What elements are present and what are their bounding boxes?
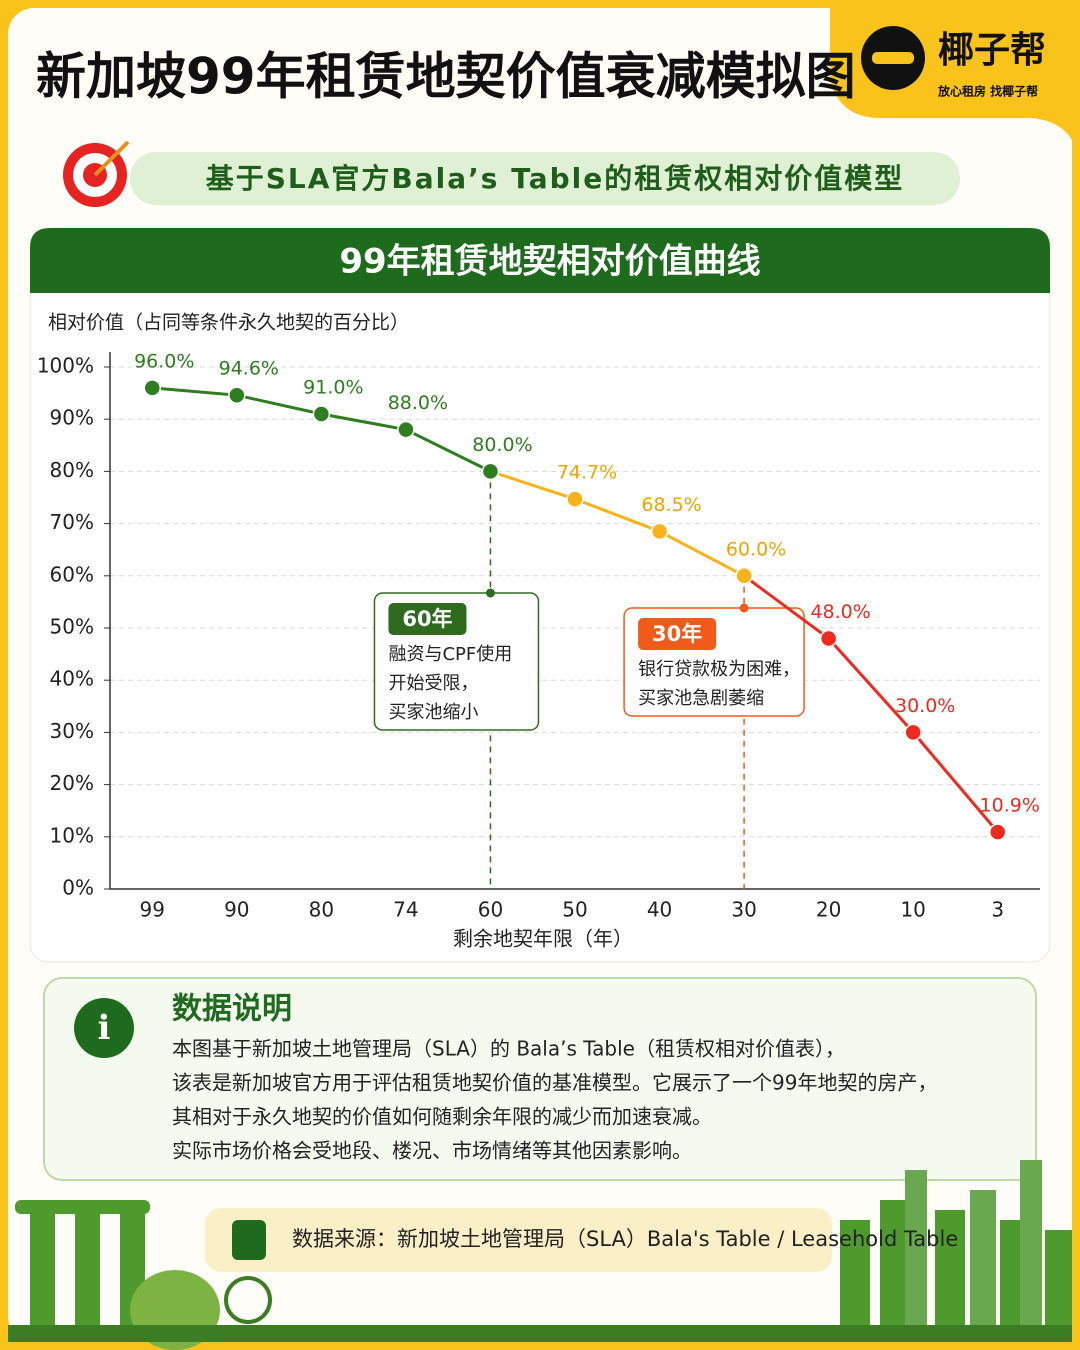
source-pill <box>205 1208 832 1272</box>
y-axis-label: 相对价值（占同等条件永久地契的百分比） <box>48 312 409 334</box>
source-icon <box>232 1220 266 1260</box>
point <box>566 490 584 508</box>
skyline-deco <box>880 1200 905 1342</box>
skyline-deco <box>935 1210 965 1342</box>
y-tick-label: 10% <box>50 823 94 847</box>
info-title: 数据说明 <box>172 992 292 1027</box>
skyline-deco <box>30 1214 55 1342</box>
point <box>481 462 500 481</box>
y-tick-label: 50% <box>50 615 94 639</box>
title: 新加坡99年租赁地契价值衰减模拟图 <box>36 48 856 106</box>
target-arrow <box>93 140 130 177</box>
annotation-dot <box>485 588 495 598</box>
x-axis-label: 剩余地契年限（年） <box>453 927 633 951</box>
point <box>904 723 922 742</box>
point <box>735 567 753 585</box>
line-segment <box>489 469 745 578</box>
y-tick-label: 100% <box>37 354 94 378</box>
skyline-deco <box>905 1170 927 1342</box>
value-label: 94.6% <box>219 358 279 380</box>
value-label: 30.0% <box>895 695 955 717</box>
value-label: 48.0% <box>810 601 870 623</box>
skyline-deco <box>15 1200 150 1214</box>
annotation-tag-text: 60年 <box>402 607 452 631</box>
skyline-deco <box>1020 1160 1042 1342</box>
value-label: 60.0% <box>726 538 786 560</box>
ground <box>8 1325 1072 1342</box>
y-tick-label: 30% <box>50 719 94 743</box>
plot: 0% 10% 20% 30% 40% 50% 60% 70% 80% 90% 100% 99 90 80 7… <box>37 350 1040 922</box>
value-label: 96.0% <box>134 350 194 372</box>
info-line: 该表是新加坡官方用于评估租赁地契价值的基准模型。它展示了一个99年地契的房产， <box>172 1071 937 1095</box>
x-tick-label: 80 <box>309 898 334 922</box>
info-line: 实际市场价格会受地段、楼况、市场情绪等其他因素影响。 <box>172 1139 692 1163</box>
subtitle: 基于SLA官方Bala’s Table的租赁权相对价值模型 <box>206 162 904 195</box>
y-tick-label: 70% <box>50 510 94 534</box>
skyline-deco <box>840 1220 870 1342</box>
value-label: 10.9% <box>980 795 1040 817</box>
info-icon <box>74 998 134 1058</box>
info-icon-glyph: i <box>98 1008 111 1048</box>
info-line: 其相对于永久地契的价值如何随剩余年限的减少而加速衰减。 <box>172 1105 712 1129</box>
skyline-deco <box>224 1276 272 1324</box>
annotation-tag-text: 30年 <box>652 622 702 646</box>
value-label: 91.0% <box>303 376 363 398</box>
annotation-tag <box>388 603 467 635</box>
info-lines: 本图基于新加坡土地管理局（SLA）的 Bala’s Table（租赁权相对价值表… <box>172 1037 937 1163</box>
value-label: 80.0% <box>472 434 532 456</box>
point <box>312 405 331 423</box>
x-tick-label: 50 <box>562 898 587 922</box>
annotation-line: 买家池急剧萎缩 <box>638 688 764 709</box>
annotation-line: 开始受限， <box>388 673 478 694</box>
y-tick-label: 20% <box>50 771 94 795</box>
point <box>819 629 838 648</box>
skyline-deco <box>75 1214 100 1342</box>
logo-glasses <box>872 52 914 64</box>
x-tick-label: 99 <box>140 898 165 922</box>
subtitle-pill <box>130 152 960 205</box>
annotation-line: 银行贷款极为困难， <box>638 659 800 680</box>
y-tick-label: 60% <box>50 562 94 586</box>
slogan: 放心租房 找椰子帮 <box>937 84 1038 99</box>
x-tick-label: 10 <box>900 898 925 922</box>
value-label: 74.7% <box>557 462 617 484</box>
value-label: 68.5% <box>641 494 701 516</box>
chart-header <box>30 228 1050 293</box>
x-tick-label: 74 <box>393 898 418 922</box>
x-tick-label: 20 <box>816 898 841 922</box>
point <box>397 420 415 439</box>
x-tick-label: 3 <box>991 898 1004 922</box>
point <box>988 823 1007 841</box>
x-tick-label: 90 <box>224 898 249 922</box>
info-box <box>43 977 1037 1181</box>
x-tick-label: 30 <box>731 898 756 922</box>
chart-title: 99年租赁地契相对价值曲线 <box>339 242 760 282</box>
y-tick-label: 80% <box>50 458 94 482</box>
skyline-deco <box>1045 1230 1072 1342</box>
annotation-line: 融资与CPF使用 <box>388 644 512 665</box>
y-tick-label: 90% <box>50 406 94 430</box>
chart-card <box>29 227 1051 963</box>
brand: 椰子帮 <box>938 30 1046 71</box>
annotation-line: 买家池缩小 <box>388 702 478 723</box>
x-tick-label: 40 <box>647 898 672 922</box>
skyline <box>8 1160 1072 1350</box>
line-segment <box>743 574 999 834</box>
skyline-deco <box>1000 1220 1020 1342</box>
source: 数据来源：新加坡土地管理局（SLA）Bala's Table / Leaseho… <box>292 1227 958 1251</box>
info-line: 本图基于新加坡土地管理局（SLA）的 Bala’s Table（租赁权相对价值表… <box>172 1037 845 1061</box>
point <box>228 386 246 404</box>
skyline-deco <box>970 1190 996 1342</box>
value-label: 88.0% <box>388 392 448 414</box>
annotation-tag <box>638 618 717 650</box>
point <box>143 379 162 397</box>
x-tick-label: 60 <box>478 898 503 922</box>
point <box>650 522 669 541</box>
y-tick-label: 40% <box>50 667 94 691</box>
annotation-dot <box>739 603 749 613</box>
y-tick-label: 0% <box>62 876 94 900</box>
